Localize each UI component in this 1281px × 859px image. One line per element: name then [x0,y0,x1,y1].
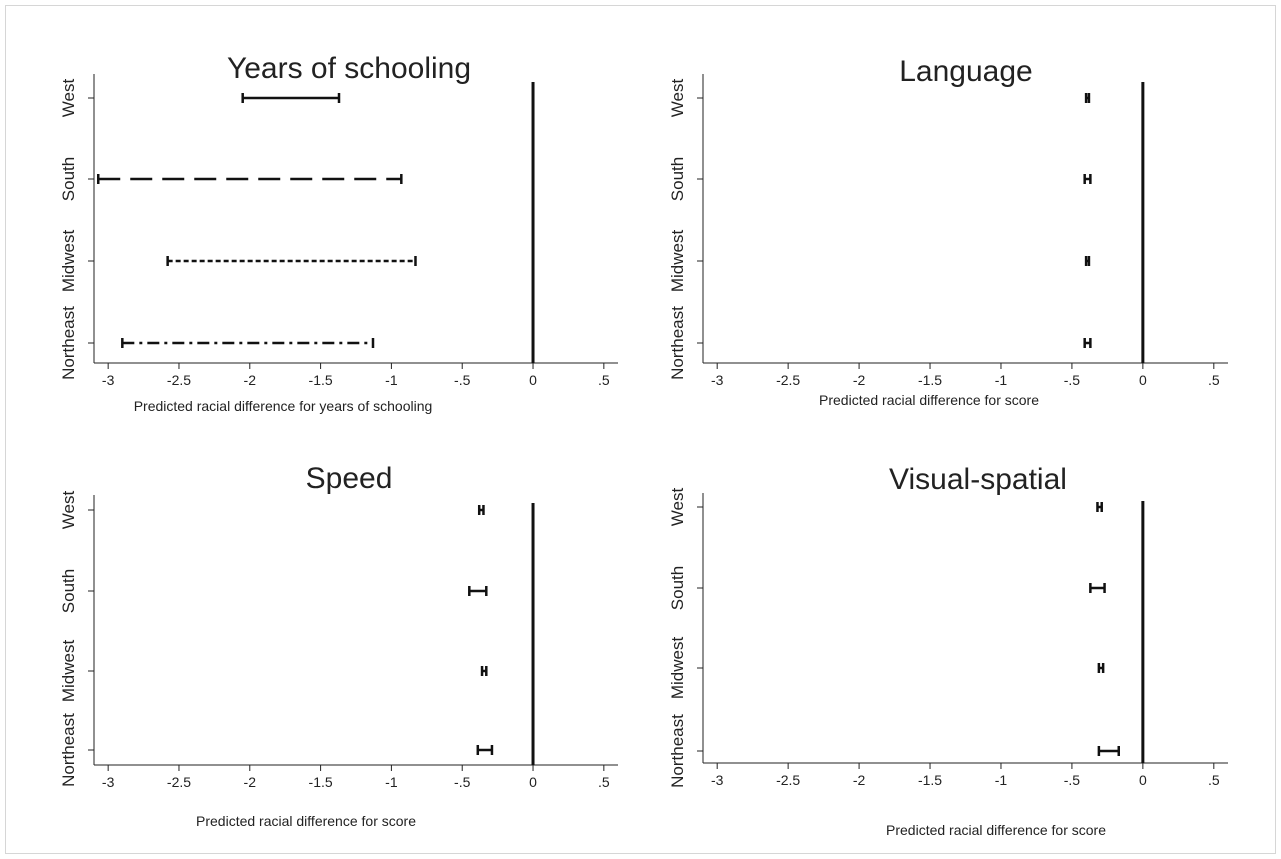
x-tick-label: -.5 [1064,772,1081,788]
error-bar-south [468,586,488,596]
x-tick-label: .5 [598,774,610,790]
x-tick-label: -1 [385,372,398,388]
x-tick-label: -2 [853,772,866,788]
y-tick-label: South [59,157,78,201]
x-tick-label: -3 [711,772,724,788]
error-bar-west [477,505,485,515]
error-bar-west [241,93,341,103]
error-bar-northeast [1083,338,1092,348]
y-tick-label: Midwest [59,230,78,293]
x-tick-label: 0 [1139,772,1147,788]
y-tick-label: West [668,79,687,118]
x-axis-label: Predicted racial difference for score [196,813,416,829]
x-tick-label: -3 [102,774,115,790]
y-tick-label: West [59,79,78,118]
x-tick-label: -1 [995,372,1008,388]
x-tick-label: -1 [995,772,1008,788]
x-tick-label: -2 [853,372,866,388]
x-tick-label: -1.5 [918,772,942,788]
y-tick-label: South [59,569,78,613]
x-tick-label: -1.5 [309,372,333,388]
error-bar-northeast [476,745,494,755]
figure-frame: Years of schooling -3 -2.5 -2 -1.5 -1 -.5 0.5 We… [5,5,1276,854]
x-tick-label: -2.5 [167,372,191,388]
x-tick-label: -2.5 [776,372,800,388]
y-tick-label: Northeast [59,306,78,380]
x-tick-label: -.5 [1064,372,1081,388]
error-bar-west [1096,502,1103,512]
x-tick-label: -.5 [454,372,471,388]
error-bar-northeast [1097,746,1120,756]
x-tick-label: -1 [385,774,398,790]
y-tick-label: West [668,488,687,527]
y-tick-label: Midwest [59,640,78,703]
y-tick-label: West [59,491,78,530]
x-tick-label: -3 [102,372,115,388]
x-axis-label: Predicted racial difference for years of… [134,398,433,414]
error-bar-midwest [1097,663,1105,673]
y-tick-label: Midwest [668,230,687,293]
y-tick-label: Northeast [668,306,687,380]
x-tick-label: .5 [1208,372,1220,388]
chart-canvas: Years of schooling-3 -2.5 -2 -1.5 -1 -.5 0.5We… [59,52,1228,838]
x-tick-label: -3 [711,372,724,388]
x-axis-label: Predicted racial difference for score [819,392,1039,408]
x-tick-label: .5 [1208,772,1220,788]
panel-title: Visual-spatial [889,463,1067,496]
x-tick-label: -2.5 [167,774,191,790]
x-tick-label: -2 [244,372,257,388]
x-tick-label: -2.5 [776,772,800,788]
panel-title: Years of schooling [227,52,471,85]
panel-2: Language -3 -2.5 -2 -1.5 -1 -.5 0 .5 West South Mid… [668,55,1228,408]
error-bar-midwest [480,666,488,676]
x-tick-label: -1.5 [918,372,942,388]
x-tick-label: .5 [598,372,610,388]
error-bar-midwest [166,256,417,266]
error-bar-northeast [121,338,375,348]
x-axis-label: Predicted racial difference for score [886,822,1106,838]
y-tick-label: Northeast [668,714,687,788]
x-tick-label: -2 [244,774,257,790]
y-tick-label: Midwest [668,637,687,700]
x-tick-label: -1.5 [309,774,333,790]
error-bar-midwest [1084,256,1091,266]
y-tick-label: South [668,566,687,610]
error-bar-west [1084,93,1091,103]
x-tick-label: 0 [529,774,537,790]
panel-title: Speed [306,462,393,495]
panel-title: Language [899,55,1032,88]
error-bar-south [96,174,403,184]
x-tick-label: -.5 [454,774,471,790]
error-bar-south [1083,174,1092,184]
x-tick-label: 0 [529,372,537,388]
x-tick-label: 0 [1139,372,1147,388]
panel-4: Visual-spatial -3 -2.5 -2 -1.5 -1 -.5 0 .5 West So… [668,463,1228,838]
y-tick-label: Northeast [59,713,78,787]
error-bar-south [1089,583,1106,593]
panel-1: Years of schooling -3 -2.5 -2 -1.5 -1 -.5 0 .5 We… [59,52,618,414]
panel-3: Speed -3 -2.5 -2 -1.5 -1 -.5 0 .5 West South Midwes… [59,462,618,829]
y-tick-label: South [668,157,687,201]
